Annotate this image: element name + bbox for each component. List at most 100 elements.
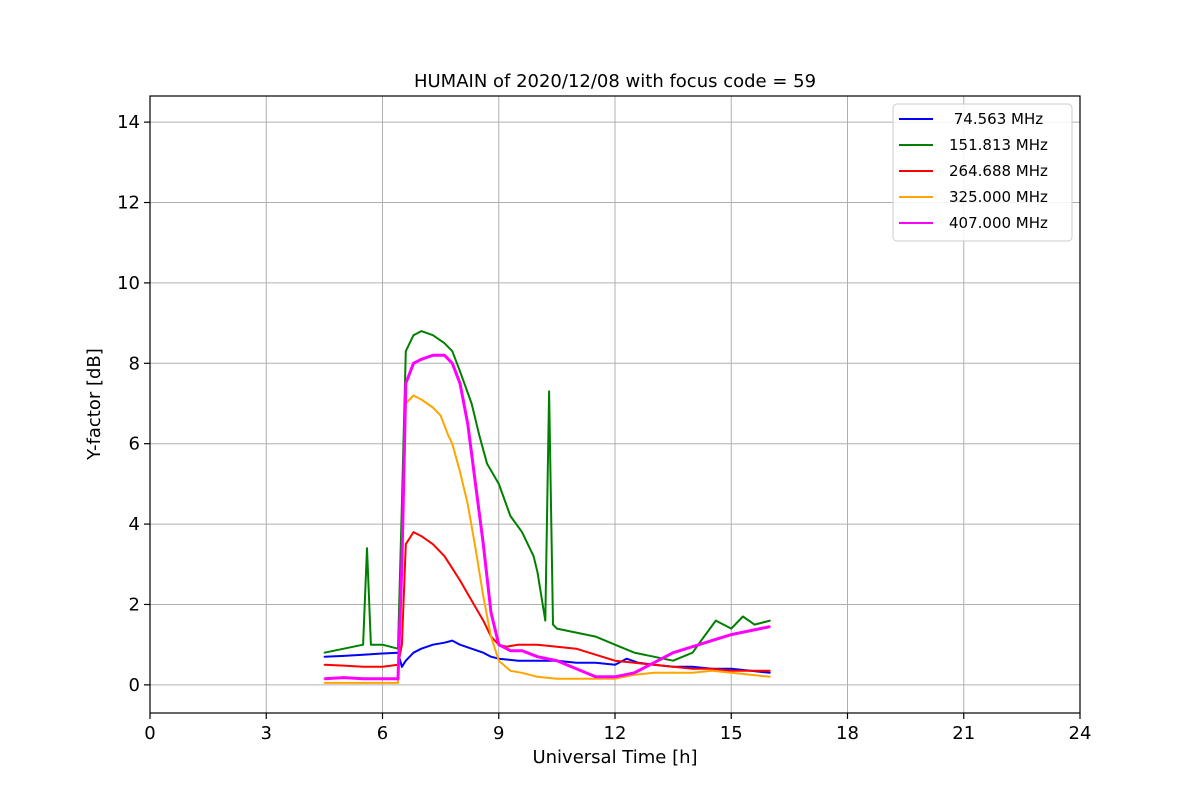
data-point bbox=[575, 631, 578, 634]
x-tick-label: 24 bbox=[1069, 723, 1092, 744]
data-point bbox=[412, 651, 415, 654]
data-point bbox=[575, 668, 578, 670]
data-point bbox=[420, 330, 423, 332]
data-point bbox=[401, 666, 403, 668]
data-point bbox=[509, 649, 512, 652]
data-point bbox=[614, 664, 616, 666]
legend-label: 264.688 MHz bbox=[949, 162, 1048, 180]
data-point bbox=[432, 334, 434, 337]
data-point bbox=[470, 647, 473, 650]
data-point bbox=[691, 672, 694, 674]
data-point bbox=[509, 515, 512, 517]
data-point bbox=[323, 655, 326, 658]
data-point bbox=[653, 662, 655, 664]
data-point bbox=[459, 643, 461, 646]
data-point bbox=[381, 678, 384, 680]
data-point bbox=[470, 599, 473, 602]
data-point bbox=[769, 670, 771, 672]
data-point bbox=[594, 662, 597, 664]
data-point bbox=[594, 676, 597, 678]
data-point bbox=[443, 342, 446, 345]
data-point bbox=[490, 635, 492, 638]
y-axis-label: Y-factor [dB] bbox=[84, 348, 105, 461]
data-point bbox=[443, 555, 446, 557]
y-tick-label: 12 bbox=[117, 193, 140, 214]
data-point bbox=[343, 682, 345, 684]
x-tick-label: 6 bbox=[377, 723, 388, 744]
y-tick-label: 4 bbox=[129, 514, 140, 535]
data-point bbox=[653, 672, 655, 674]
data-point bbox=[749, 629, 752, 632]
data-point bbox=[536, 676, 539, 678]
data-point bbox=[548, 390, 550, 393]
y-tick-label: 0 bbox=[129, 675, 140, 696]
data-point bbox=[536, 571, 539, 574]
data-point bbox=[730, 672, 733, 674]
data-point bbox=[420, 647, 423, 650]
data-point bbox=[749, 674, 752, 676]
data-point bbox=[474, 547, 477, 549]
data-point bbox=[594, 653, 597, 656]
x-tick-label: 0 bbox=[144, 723, 155, 744]
data-point bbox=[482, 595, 485, 598]
x-tick-label: 12 bbox=[604, 723, 627, 744]
data-point bbox=[498, 659, 500, 662]
data-point bbox=[323, 664, 326, 666]
data-point bbox=[742, 615, 744, 618]
data-point bbox=[451, 350, 454, 353]
data-point bbox=[749, 670, 752, 672]
data-point bbox=[614, 676, 616, 678]
data-point bbox=[405, 659, 407, 662]
data-point bbox=[362, 678, 364, 680]
legend-label: 151.813 MHz bbox=[949, 136, 1048, 154]
data-point bbox=[451, 567, 454, 570]
data-point bbox=[730, 633, 733, 636]
data-point bbox=[536, 659, 539, 662]
data-point bbox=[486, 463, 488, 465]
data-point bbox=[532, 555, 535, 557]
data-point bbox=[575, 678, 578, 680]
data-point bbox=[459, 382, 461, 385]
data-point bbox=[439, 414, 442, 417]
data-point bbox=[412, 531, 415, 533]
data-point bbox=[594, 678, 597, 680]
data-point bbox=[412, 334, 415, 337]
data-point bbox=[753, 623, 756, 626]
data-point bbox=[323, 678, 326, 680]
data-point bbox=[614, 659, 616, 662]
data-point bbox=[614, 678, 616, 680]
data-point bbox=[769, 619, 771, 622]
data-point bbox=[711, 639, 713, 642]
data-point bbox=[381, 666, 384, 668]
data-point bbox=[521, 531, 523, 533]
data-point bbox=[498, 483, 500, 485]
data-point bbox=[381, 652, 384, 655]
series-line-3 bbox=[324, 531, 770, 672]
legend-label: 74.563 MHz bbox=[949, 110, 1043, 128]
data-point bbox=[556, 627, 558, 630]
data-point bbox=[633, 672, 636, 674]
data-point bbox=[323, 651, 326, 654]
data-point bbox=[443, 641, 446, 644]
data-point bbox=[556, 678, 558, 680]
data-point bbox=[420, 398, 423, 401]
x-axis-label: Universal Time [h] bbox=[532, 747, 697, 768]
y-tick-label: 10 bbox=[117, 273, 140, 294]
data-point bbox=[594, 635, 597, 638]
data-point bbox=[362, 653, 364, 656]
data-point bbox=[323, 682, 326, 684]
data-point bbox=[633, 662, 636, 664]
data-point bbox=[691, 651, 694, 654]
y-tick-label: 6 bbox=[129, 434, 140, 455]
data-point bbox=[343, 664, 345, 667]
data-point bbox=[536, 655, 539, 658]
data-point bbox=[544, 619, 547, 622]
data-point bbox=[343, 647, 345, 650]
series-group bbox=[323, 330, 771, 684]
data-point bbox=[633, 651, 636, 654]
data-point bbox=[381, 643, 384, 646]
data-point bbox=[451, 362, 454, 365]
data-point bbox=[420, 358, 423, 361]
data-point bbox=[672, 651, 674, 654]
data-point bbox=[672, 659, 674, 662]
